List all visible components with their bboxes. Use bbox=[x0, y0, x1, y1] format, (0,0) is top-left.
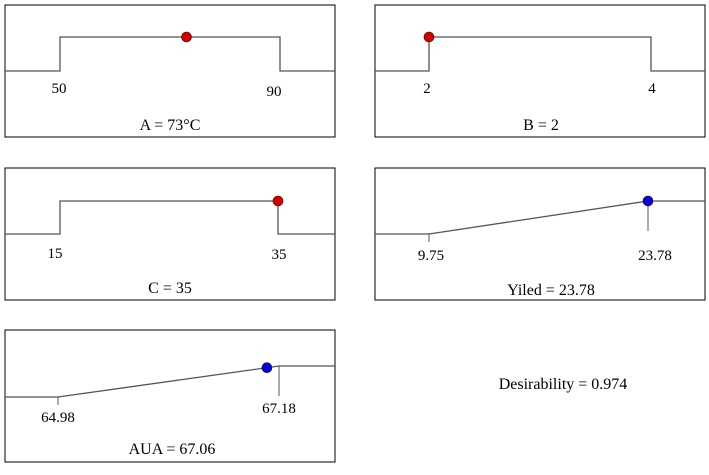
response-caption: AUA = 67.06 bbox=[129, 441, 216, 458]
ramp-panel-b: 2 4 B = 2 bbox=[374, 4, 706, 138]
setting-point bbox=[181, 31, 192, 43]
panel-frame bbox=[374, 4, 706, 138]
desirability-ramp-line bbox=[5, 36, 335, 72]
desirability-ramp-line bbox=[375, 36, 705, 72]
low-limit-label: 2 bbox=[423, 81, 431, 97]
ramp-panel-aua: 64.98 67.18 AUA = 67.06 bbox=[4, 329, 336, 463]
high-limit-label: 90 bbox=[267, 84, 282, 100]
response-caption: Yiled = 23.78 bbox=[507, 282, 595, 299]
low-limit-label: 64.98 bbox=[41, 410, 75, 426]
low-limit-label: 9.75 bbox=[418, 248, 444, 264]
desirability-value: Desirability = 0.974 bbox=[499, 376, 628, 393]
ramp-panel-yield: 9.75 23.78 Yiled = 23.78 bbox=[374, 167, 706, 301]
ramp-panel-c: 15 35 C = 35 bbox=[4, 167, 336, 301]
high-limit-label: 67.18 bbox=[262, 401, 296, 417]
high-limit-label: 4 bbox=[648, 81, 656, 97]
high-limit-label: 35 bbox=[272, 247, 287, 263]
factor-caption: A = 73°C bbox=[140, 117, 201, 134]
desirability-ramp-line bbox=[5, 365, 335, 398]
setting-point bbox=[642, 195, 654, 207]
high-limit-label: 23.78 bbox=[638, 248, 672, 264]
desirability-ramp-line bbox=[375, 200, 705, 235]
setting-point bbox=[272, 195, 284, 207]
desirability-ramp-line bbox=[5, 200, 335, 235]
low-limit-label: 50 bbox=[52, 81, 67, 97]
low-limit-label: 15 bbox=[48, 246, 63, 262]
setting-point bbox=[423, 31, 435, 43]
ramp-panel-a: 50 90 A = 73°C bbox=[4, 4, 336, 138]
factor-caption: B = 2 bbox=[523, 117, 559, 134]
panel-frame bbox=[4, 329, 336, 463]
setting-point bbox=[261, 362, 273, 374]
factor-caption: C = 35 bbox=[148, 280, 192, 297]
